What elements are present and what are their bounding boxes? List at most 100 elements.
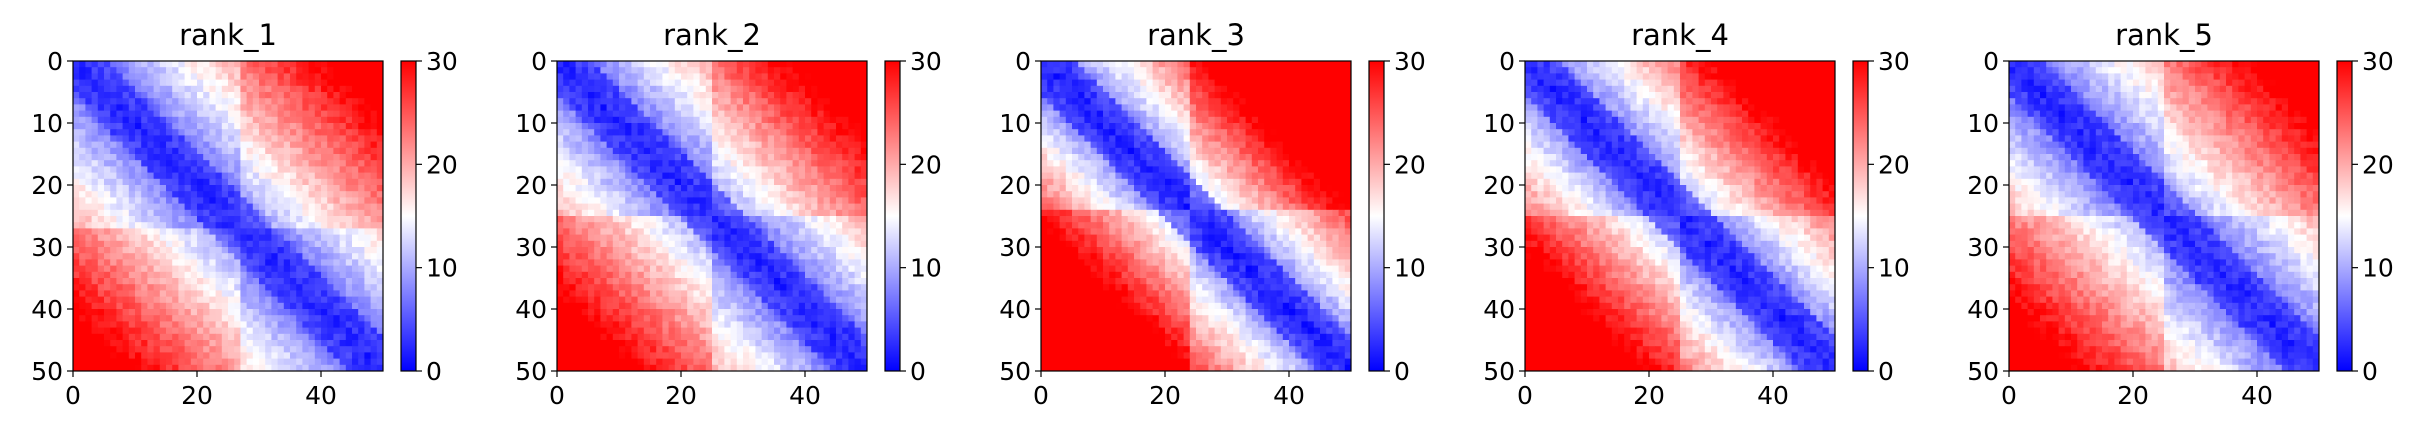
heatmap-cell — [135, 135, 142, 142]
heatmap-cell — [774, 321, 781, 328]
heatmap-cell — [860, 104, 868, 111]
heatmap-cell — [681, 172, 688, 180]
heatmap-cell — [780, 73, 787, 80]
heatmap-cell — [345, 166, 353, 173]
heatmap-cell — [203, 154, 210, 161]
heatmap-cell — [854, 123, 862, 130]
heatmap-cell — [730, 240, 738, 248]
heatmap-cell — [97, 302, 105, 310]
heatmap-cell — [104, 129, 111, 136]
heatmap-cell — [693, 79, 700, 87]
heatmap-cell — [842, 228, 849, 235]
heatmap-cell — [600, 178, 607, 186]
heatmap-cell — [141, 92, 148, 99]
heatmap-cell — [352, 147, 359, 155]
heatmap-cell — [557, 222, 564, 229]
heatmap-cell — [817, 340, 824, 347]
heatmap-cell — [116, 185, 123, 192]
heatmap-cell — [761, 358, 769, 366]
heatmap-cell — [743, 327, 750, 335]
heatmap-cell — [370, 178, 378, 186]
heatmap-cell — [321, 191, 328, 198]
heatmap-cell — [823, 185, 831, 192]
heatmap-cell — [159, 73, 167, 80]
heatmap-cell — [693, 104, 700, 111]
heatmap-cell — [110, 290, 117, 297]
heatmap-cell — [625, 129, 632, 136]
heatmap-cell — [116, 265, 123, 273]
heatmap-cell — [557, 147, 564, 155]
heatmap-cell — [240, 160, 247, 167]
heatmap-cell — [352, 135, 359, 142]
heatmap-cell — [153, 340, 161, 347]
heatmap-cell — [252, 110, 260, 118]
heatmap-cell — [854, 234, 862, 242]
heatmap-cell — [600, 172, 607, 180]
heatmap-cell — [774, 253, 781, 260]
heatmap-cell — [110, 110, 117, 118]
heatmap-cell — [699, 327, 707, 335]
heatmap-cell — [836, 67, 843, 74]
heatmap-cell — [581, 92, 589, 99]
heatmap-cell — [333, 197, 340, 204]
heatmap-cell — [147, 116, 154, 124]
heatmap-cell — [569, 240, 576, 248]
heatmap-cell — [594, 172, 601, 180]
heatmap-cell — [594, 247, 601, 254]
heatmap-cell — [836, 265, 843, 273]
heatmap-cell — [91, 302, 99, 310]
heatmap-cell — [743, 302, 750, 310]
heatmap-cell — [190, 253, 198, 260]
heatmap-cell — [97, 364, 105, 372]
heatmap-cell — [854, 284, 862, 291]
heatmap-cell — [91, 172, 99, 180]
heatmap-cell — [575, 123, 583, 130]
heatmap-cell — [681, 154, 688, 161]
heatmap-cell — [252, 85, 260, 93]
heatmap-cell — [178, 259, 185, 266]
heatmap-cell — [575, 172, 583, 180]
heatmap-cell — [761, 185, 769, 192]
heatmap-cell — [811, 98, 818, 105]
heatmap-cell — [203, 302, 210, 310]
heatmap-cell — [743, 98, 750, 105]
heatmap-cell — [184, 290, 192, 297]
heatmap-cell — [563, 67, 570, 74]
heatmap-cell — [650, 327, 657, 335]
heatmap-cell — [674, 116, 682, 124]
heatmap-cell — [786, 178, 793, 186]
heatmap-cell — [116, 364, 123, 372]
heatmap-cell — [767, 166, 775, 173]
heatmap-cell — [234, 352, 241, 359]
heatmap-cell — [122, 61, 130, 68]
heatmap-cell — [693, 209, 700, 217]
heatmap-cell — [135, 166, 142, 173]
y-tick-label: 20 — [31, 171, 63, 200]
heatmap-cell — [600, 185, 607, 192]
heatmap-cell — [755, 309, 762, 316]
heatmap-cell — [352, 129, 359, 136]
heatmap-cell — [290, 154, 297, 161]
heatmap-cell — [259, 333, 266, 341]
heatmap-cell — [805, 315, 812, 322]
heatmap-cell — [612, 240, 620, 248]
heatmap-cell — [128, 203, 136, 211]
heatmap-cell — [829, 203, 837, 211]
heatmap-cell — [836, 110, 843, 118]
heatmap-cell — [190, 265, 198, 273]
heatmap-cell — [625, 147, 632, 155]
heatmap-cell — [166, 284, 173, 291]
heatmap-cell — [234, 129, 241, 136]
heatmap-cell — [296, 271, 303, 279]
heatmap-cell — [619, 265, 626, 273]
heatmap-cell — [842, 79, 849, 87]
heatmap-cell — [333, 191, 340, 198]
heatmap-cell — [718, 172, 725, 180]
heatmap-cell — [612, 73, 620, 80]
heatmap-cell — [252, 79, 260, 87]
heatmap-cell — [612, 216, 620, 223]
heatmap-cell — [221, 104, 229, 111]
heatmap-cell — [122, 110, 130, 118]
heatmap-cell — [265, 123, 272, 130]
heatmap-cell — [91, 358, 99, 366]
